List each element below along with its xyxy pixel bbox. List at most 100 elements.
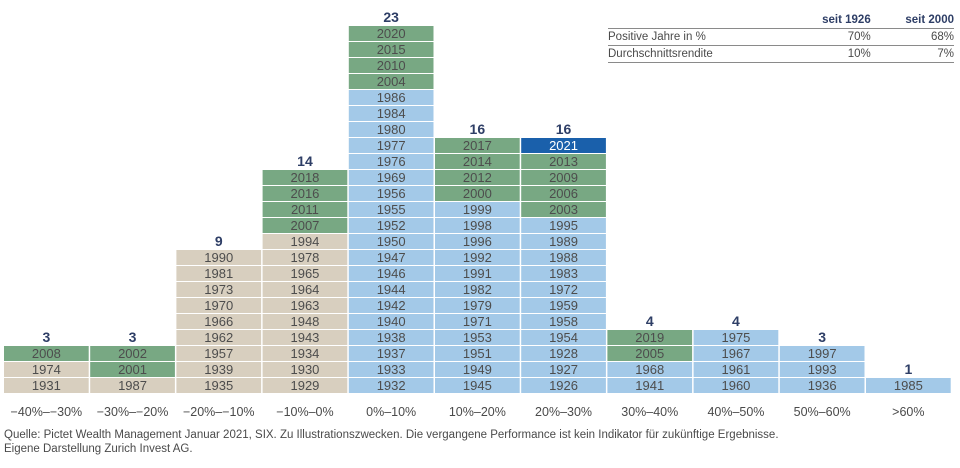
- category-label: >60%: [892, 405, 924, 419]
- year-label-1971: 1971: [463, 314, 492, 329]
- year-cell-1996: [435, 234, 520, 249]
- year-label-1974: 1974: [32, 362, 61, 377]
- year-cell-1997: [779, 346, 865, 361]
- year-label-2020: 2020: [377, 26, 406, 41]
- year-label-1928: 1928: [549, 346, 578, 361]
- year-cell-1961: [693, 362, 779, 377]
- count-label: 9: [215, 233, 223, 249]
- stats-label-positive-years: Positive Jahre in %: [608, 28, 788, 46]
- stats-value-positive-2000: 68%: [870, 28, 954, 46]
- year-cell-1931: [4, 378, 89, 393]
- year-cell-2017: [435, 138, 520, 153]
- count-label: 16: [556, 121, 572, 137]
- year-label-2009: 2009: [549, 170, 578, 185]
- year-cell-1972: [521, 282, 606, 297]
- year-label-1938: 1938: [377, 330, 406, 345]
- year-cell-1967: [693, 346, 779, 361]
- category-label: 50%–60%: [794, 405, 851, 419]
- year-label-1994: 1994: [290, 234, 319, 249]
- year-cell-1950: [348, 234, 434, 249]
- year-label-2002: 2002: [118, 346, 147, 361]
- year-cell-1933: [348, 362, 434, 377]
- stats-header-2000: seit 2000: [905, 13, 954, 26]
- year-label-1948: 1948: [290, 314, 319, 329]
- year-cell-1969: [348, 170, 434, 185]
- year-label-1966: 1966: [204, 314, 233, 329]
- year-cell-1960: [693, 378, 779, 393]
- year-cell-1986: [348, 90, 434, 105]
- year-label-1995: 1995: [549, 218, 578, 233]
- year-cell-1932: [348, 378, 434, 393]
- year-cell-1990: [176, 250, 262, 265]
- year-cell-2010: [348, 58, 434, 73]
- year-cell-1944: [348, 282, 434, 297]
- year-cell-1927: [521, 362, 606, 377]
- year-label-1932: 1932: [377, 378, 406, 393]
- year-label-1990: 1990: [204, 250, 233, 265]
- year-label-1941: 1941: [635, 378, 664, 393]
- year-label-1997: 1997: [808, 346, 837, 361]
- stats-row-positive-years: Positive Jahre in % 70% 68%: [608, 28, 954, 46]
- year-label-1981: 1981: [204, 266, 233, 281]
- year-cell-2015: [348, 42, 434, 57]
- year-label-1956: 1956: [377, 186, 406, 201]
- stats-header-row: seit 1926 seit 2000: [608, 12, 954, 29]
- year-label-1976: 1976: [377, 154, 406, 169]
- year-cell-2008: [4, 346, 89, 361]
- year-cell-1987: [90, 378, 175, 393]
- stats-value-average-1926: 10%: [787, 45, 871, 63]
- year-label-1947: 1947: [377, 250, 406, 265]
- count-label: 14: [297, 153, 313, 169]
- year-label-1970: 1970: [204, 298, 233, 313]
- year-cell-2006: [521, 186, 606, 201]
- year-label-1983: 1983: [549, 266, 578, 281]
- year-cell-1941: [607, 378, 693, 393]
- year-cell-1951: [435, 346, 520, 361]
- count-label: 3: [818, 329, 826, 345]
- year-cell-1982: [435, 282, 520, 297]
- year-cell-2014: [435, 154, 520, 169]
- stats-value-average-2000: 7%: [870, 45, 954, 63]
- year-label-2004: 2004: [377, 74, 406, 89]
- category-label: −20%–−10%: [183, 405, 255, 419]
- year-cell-2003: [521, 202, 606, 217]
- year-cell-1946: [348, 266, 434, 281]
- year-cell-1938: [348, 330, 434, 345]
- year-cell-1964: [262, 282, 348, 297]
- year-cell-1980: [348, 122, 434, 137]
- year-label-2012: 2012: [463, 170, 492, 185]
- year-label-1931: 1931: [32, 378, 61, 393]
- year-label-1964: 1964: [290, 282, 319, 297]
- year-label-1950: 1950: [377, 234, 406, 249]
- year-label-1962: 1962: [204, 330, 233, 345]
- source-note: Quelle: Pictet Wealth Management Januar …: [4, 428, 779, 456]
- year-label-1927: 1927: [549, 362, 578, 377]
- year-cell-1966: [176, 314, 262, 329]
- year-label-2015: 2015: [377, 42, 406, 57]
- year-cell-1992: [435, 250, 520, 265]
- year-label-1982: 1982: [463, 282, 492, 297]
- year-label-1929: 1929: [290, 378, 319, 393]
- year-cell-1939: [176, 362, 262, 377]
- year-label-1977: 1977: [377, 138, 406, 153]
- year-cell-1995: [521, 218, 606, 233]
- year-cell-2019: [607, 330, 693, 345]
- year-label-1998: 1998: [463, 218, 492, 233]
- stats-value-positive-1926: 70%: [787, 28, 871, 46]
- year-cell-2013: [521, 154, 606, 169]
- year-label-1953: 1953: [463, 330, 492, 345]
- year-label-1939: 1939: [204, 362, 233, 377]
- year-cell-1991: [435, 266, 520, 281]
- year-label-2010: 2010: [377, 58, 406, 73]
- year-label-1943: 1943: [290, 330, 319, 345]
- year-cell-1975: [693, 330, 779, 345]
- year-cell-2009: [521, 170, 606, 185]
- stats-table: seit 1926 seit 2000 Positive Jahre in % …: [608, 12, 954, 63]
- year-cell-1973: [176, 282, 262, 297]
- count-label: 3: [129, 329, 137, 345]
- year-label-2003: 2003: [549, 202, 578, 217]
- year-cell-2018: [262, 170, 348, 185]
- year-cell-1978: [262, 250, 348, 265]
- year-cell-2001: [90, 362, 175, 377]
- year-label-2021: 2021: [549, 138, 578, 153]
